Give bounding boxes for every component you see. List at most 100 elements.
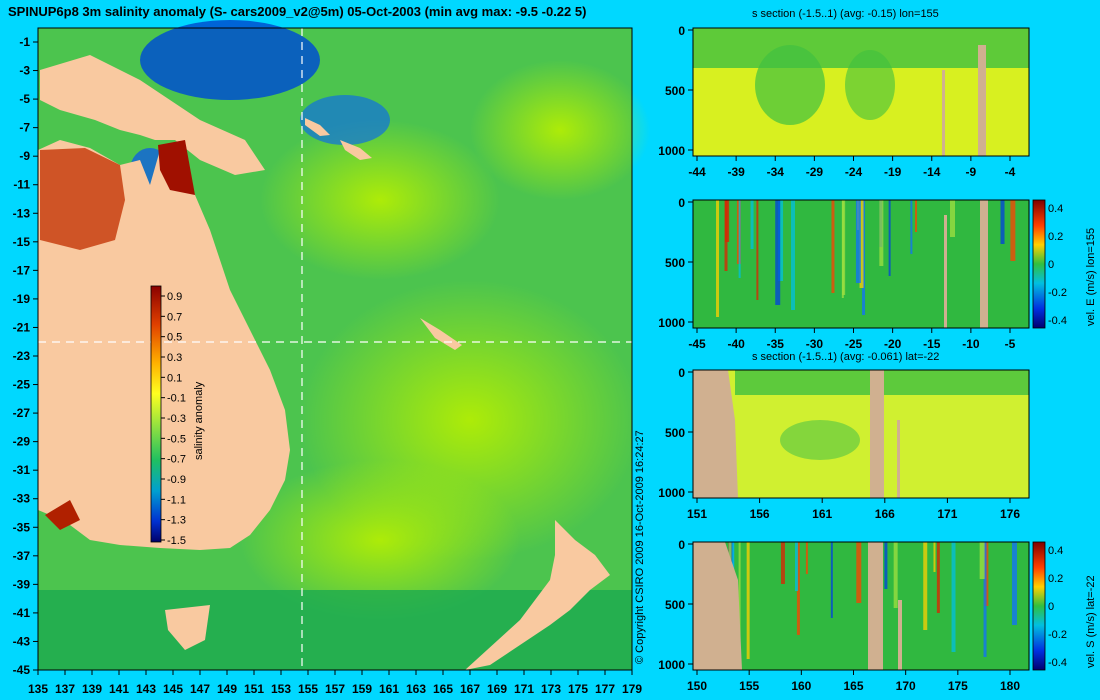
map-x-tick-label: 149 [217,682,237,696]
panel-x-tick-label: 166 [875,507,895,521]
panel-x-tick-label: -19 [884,165,902,179]
map-colorbar-tick-label: -0.9 [167,474,186,486]
map-colorbar-label: salinity anomaly [193,381,205,460]
panel-y-tick-label: 1000 [658,316,685,330]
panel-x-tick-label: -14 [923,165,941,179]
panel-x-tick-label: 150 [687,679,707,693]
map-gulf-anomaly [40,148,125,250]
velocity-stripe [862,200,866,315]
panel-x-tick-label: -39 [727,165,745,179]
map-colorbar-tick-label: 0.7 [167,311,182,323]
map-y-tick-label: -31 [13,463,31,477]
panel-y-tick-label: 500 [665,256,685,270]
section-panel-salinity-lon [692,27,1030,157]
velocity-stripe [750,200,754,249]
map-anomaly-patch [240,460,520,620]
map-y-tick-label: -5 [19,92,30,106]
panel-colorbar-tick-label: 0.2 [1048,231,1063,243]
map-fresh-patch [140,20,320,100]
copyright-notice: © Copyright CSIRO 2009 16-Oct-2009 16:24… [634,430,646,664]
map-y-tick-label: -23 [13,349,31,363]
panel-land-mask [898,600,902,670]
panel-colorbar-tick-label: -0.4 [1048,315,1067,327]
map-colorbar-tick-label: -0.1 [167,393,186,405]
map-land-new-zealand [465,520,610,670]
map-colorbar-tick-label: -1.3 [167,515,186,527]
panel-x-tick-label: -4 [1005,165,1016,179]
map-gulf-anomaly [45,500,80,530]
panel-x-tick-label: -5 [1005,337,1016,351]
velocity-stripe [724,200,728,271]
velocity-stripe [842,200,846,295]
panel-x-tick-label: 156 [750,507,770,521]
velocity-stripe [775,200,781,305]
map-y-tick-label: -19 [13,292,31,306]
chart-title: SPINUP6p8 3m salinity anomaly (S- cars20… [8,4,587,19]
panel-colorbar-tick-label: -0.2 [1048,629,1067,641]
map-x-tick-label: 143 [136,682,156,696]
velocity-stripe [910,200,913,254]
section-panel-salinity-lat [692,369,1030,499]
section-panel-vel-s-lat [692,541,1030,671]
panel-y-tick-label: 1000 [658,658,685,672]
panel-colorbar-tick-label: 0 [1048,601,1054,613]
velocity-stripe [756,200,759,300]
map-colorbar-tick-label: 0.3 [167,352,182,364]
velocity-stripe [888,200,891,276]
panel-colorbar-tick-label: -0.4 [1048,657,1067,669]
panel-x-tick-label: -30 [806,337,824,351]
velocity-stripe [859,200,864,288]
map-y-tick-label: -15 [13,235,31,249]
panel-x-tick-label: -20 [884,337,902,351]
section-panel-vel-e-lon [692,199,1030,329]
map-y-tick-label: -29 [13,435,31,449]
velocity-stripe [1000,200,1005,244]
panel-y-tick-label: 500 [665,426,685,440]
panel-patch [845,50,895,120]
panel-x-tick-label: 155 [739,679,759,693]
panel-y-tick-label: 500 [665,598,685,612]
panel-frame [692,369,1030,499]
velocity-stripe [936,542,940,613]
panel-x-tick-label: -40 [727,337,745,351]
velocity-stripe [1011,542,1017,625]
map-x-tick-label: 161 [379,682,399,696]
map-y-tick-label: -13 [13,206,31,220]
map-x-tick-label: 179 [622,682,642,696]
map-land-new-guinea [40,55,265,175]
velocity-stripe [983,542,987,657]
velocity-stripe [805,542,808,574]
panel-frame [692,199,1030,329]
map-y-tick-label: -1 [19,35,30,49]
map-land-tasmania [165,605,210,650]
map-y-tick-label: -35 [13,520,31,534]
map-x-tick-label: 167 [460,682,480,696]
map-y-tick-label: -39 [13,577,31,591]
panel-land-mask [897,420,900,498]
map-x-tick-label: 165 [433,682,453,696]
velocity-stripe [716,200,720,317]
panel-colorbar-tick-label: 0.2 [1048,573,1063,585]
map-colorbar: 0.9 0.7 0.5 0.3 0.1 -0.1 -0.3 -0.5 -0.7 -0.9 -1.1 -… [150,285,205,547]
panel-x-tick-label: -29 [806,165,824,179]
panel-side-label: vel. S (m/s) lat=-22 [1085,575,1097,668]
panel-x-tick-label: -35 [767,337,785,351]
velocity-stripe [855,200,861,283]
salinity-map: 135 137 139 141 143 145 147 149 151 153 155 157 159 1… [13,20,650,696]
panel-land-mask [870,370,884,498]
map-y-tick-label: -43 [13,634,31,648]
velocity-stripe [884,542,888,589]
map-x-tick-label: 155 [298,682,318,696]
velocity-stripe [879,200,884,266]
velocity-stripe [746,542,750,659]
map-y-tick-label: -25 [13,378,31,392]
velocity-stripe [915,200,918,232]
map-anomaly-patch [470,60,650,200]
panel-x-tick-label: -24 [845,165,863,179]
map-y-tick-label: -17 [13,263,31,277]
panel-x-tick-label: 165 [843,679,863,693]
map-x-tick-label: 145 [163,682,183,696]
velocity-stripe [831,200,835,293]
panel-y-tick-label: 0 [678,366,685,380]
panel-patch [755,45,825,125]
